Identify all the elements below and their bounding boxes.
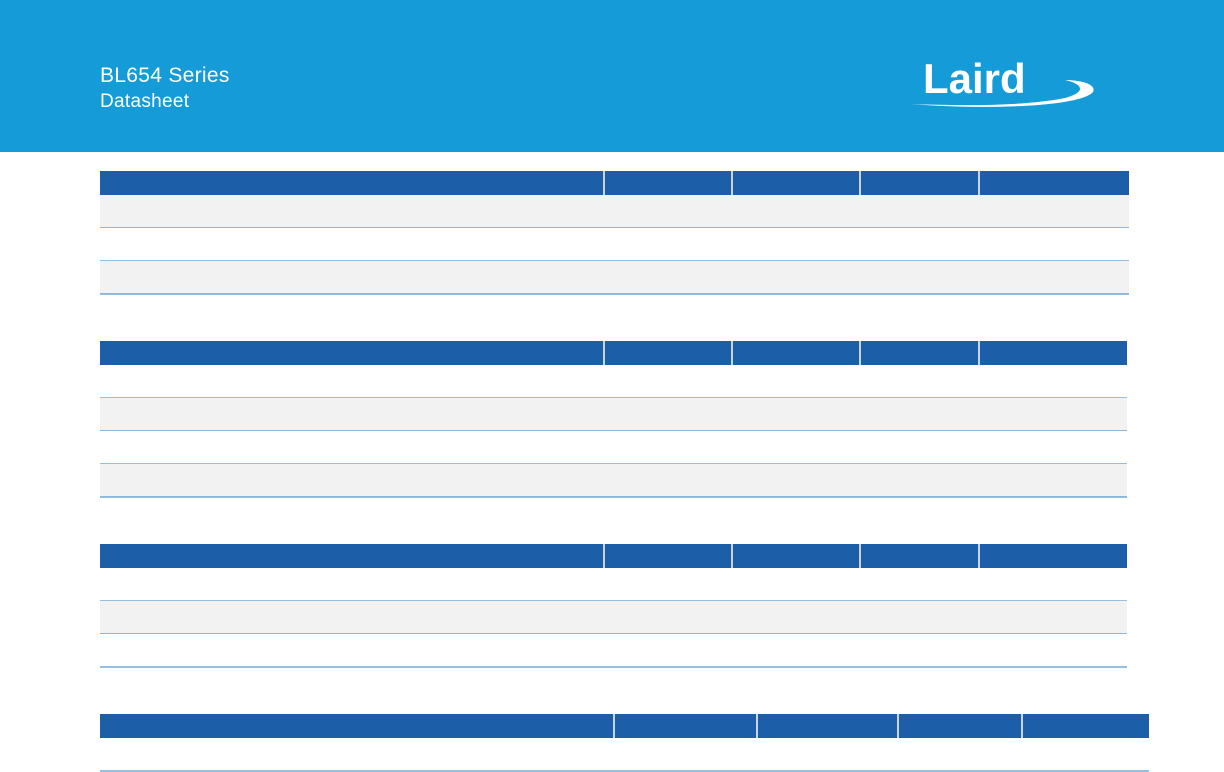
table-header-row	[100, 171, 1129, 195]
logo: Laird	[911, 55, 1094, 107]
table-header-row	[100, 714, 1149, 738]
header-banner: BL654 Series Datasheet Laird	[0, 0, 1224, 152]
table-header-row	[100, 544, 1127, 568]
table-row	[100, 398, 1127, 431]
table-row	[100, 634, 1127, 667]
table-row	[100, 601, 1127, 634]
doc-subtitle: Datasheet	[100, 91, 190, 112]
doc-title: BL654 Series	[100, 64, 230, 87]
logo-text: Laird	[923, 55, 1026, 102]
table-row	[100, 261, 1129, 294]
table-row	[100, 568, 1127, 601]
logo-swoosh	[911, 80, 1094, 107]
table-row	[100, 431, 1127, 464]
table-header-row	[100, 341, 1127, 365]
table-row	[100, 195, 1129, 228]
table-row	[100, 365, 1127, 398]
table-row	[100, 738, 1149, 771]
table-row	[100, 464, 1127, 497]
table-row	[100, 228, 1129, 261]
